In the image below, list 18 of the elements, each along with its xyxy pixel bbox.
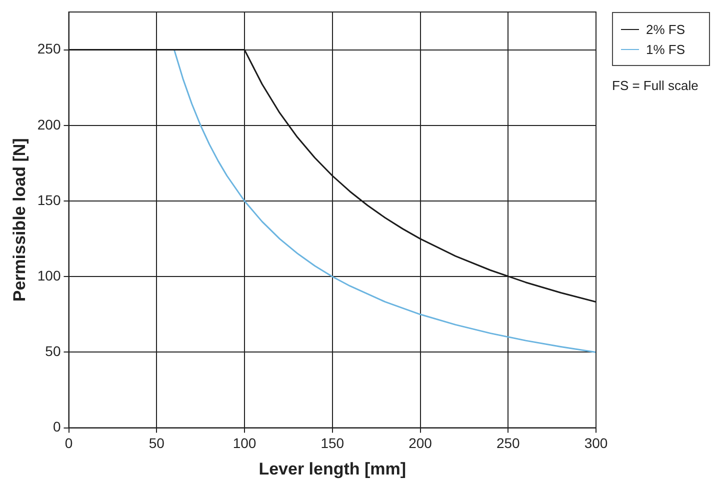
x-tick-label: 100: [232, 435, 256, 452]
x-axis-title: Lever length [mm]: [258, 459, 406, 478]
legend-label: 1% FS: [646, 42, 686, 56]
legend-label: 2% FS: [646, 22, 686, 36]
x-tick-label: 200: [408, 435, 432, 452]
y-tick-label: 50: [45, 343, 61, 360]
x-tick-label: 250: [496, 435, 520, 452]
y-tick-label: 100: [37, 267, 61, 284]
y-tick-label: 0: [52, 418, 61, 435]
text: FS = Full scale: [612, 78, 700, 93]
y-tick-label: 150: [37, 192, 61, 208]
y-tick-label: 250: [37, 40, 61, 57]
y-axis-title: Permissible load [N]: [10, 138, 29, 302]
x-tick-label: 0: [64, 435, 73, 452]
y-tick-label: 200: [37, 116, 61, 132]
x-tick-label: 300: [584, 435, 608, 452]
x-tick-label: 150: [320, 435, 344, 452]
x-tick-label: 50: [148, 435, 165, 452]
